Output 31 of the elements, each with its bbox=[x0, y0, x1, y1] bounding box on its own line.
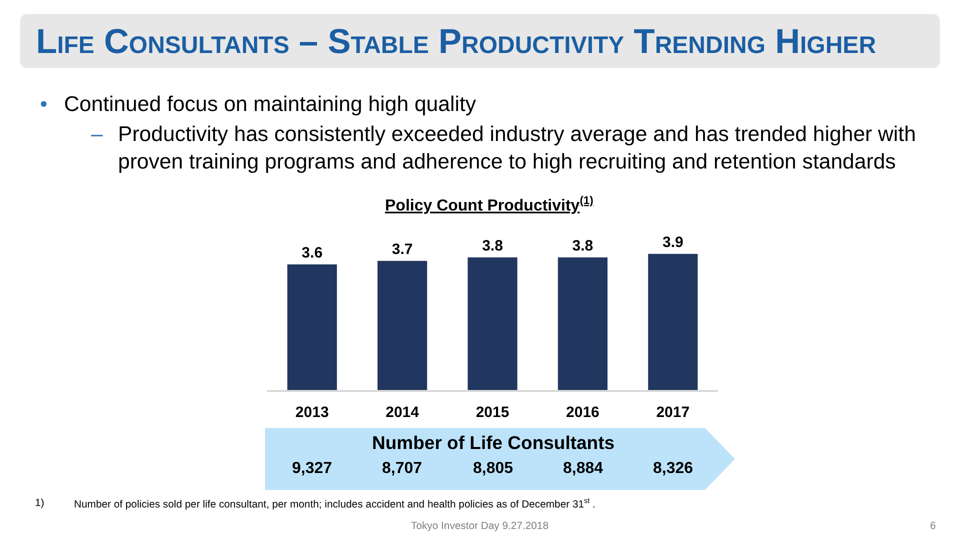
bar bbox=[558, 257, 608, 390]
text: – bbox=[91, 122, 103, 146]
x-tick-label: 2015 bbox=[476, 404, 510, 421]
x-tick-label: 2013 bbox=[295, 404, 329, 421]
text: Number of policies sold per life consultant, per month; includes accident and health policies as of December 31$^{st}$ . bbox=[74, 496, 596, 510]
text: Life Consultants – Stable Productivity Trending Higher bbox=[36, 23, 876, 61]
bar bbox=[468, 257, 518, 390]
text: 8,805 bbox=[473, 460, 514, 477]
bar bbox=[287, 264, 337, 390]
text: 8,707 bbox=[382, 460, 422, 477]
text: Productivity has consistently exceeded industry average and has trended higher with proven training programs and adherence to high recruiting and retention standards bbox=[118, 122, 916, 174]
data-label: 3.8 bbox=[572, 237, 594, 254]
text: 8,326 bbox=[653, 460, 694, 477]
data-label: 3.8 bbox=[482, 237, 503, 254]
text: • bbox=[40, 92, 48, 116]
text: Continued focus on maintaining high quality bbox=[64, 92, 476, 116]
bar bbox=[648, 254, 698, 390]
data-label: 3.9 bbox=[662, 234, 684, 251]
data-label: 3.7 bbox=[392, 240, 413, 258]
text: 6 bbox=[930, 521, 936, 532]
bar bbox=[378, 260, 428, 390]
x-tick-label: 2014 bbox=[386, 404, 420, 421]
text: Number of Life Consultants bbox=[372, 432, 615, 453]
text: 9,327 bbox=[292, 460, 332, 477]
text: Tokyo Investor Day 9.27.2018 bbox=[411, 521, 549, 532]
data-label: 3.6 bbox=[302, 244, 323, 262]
text: 1) bbox=[35, 498, 44, 509]
text: 8,884 bbox=[563, 460, 604, 477]
x-tick-label: 2017 bbox=[656, 404, 690, 421]
chart-title: Policy Count Productivity$^{(1)}$ bbox=[385, 195, 594, 215]
x-tick-label: 2016 bbox=[566, 404, 600, 421]
